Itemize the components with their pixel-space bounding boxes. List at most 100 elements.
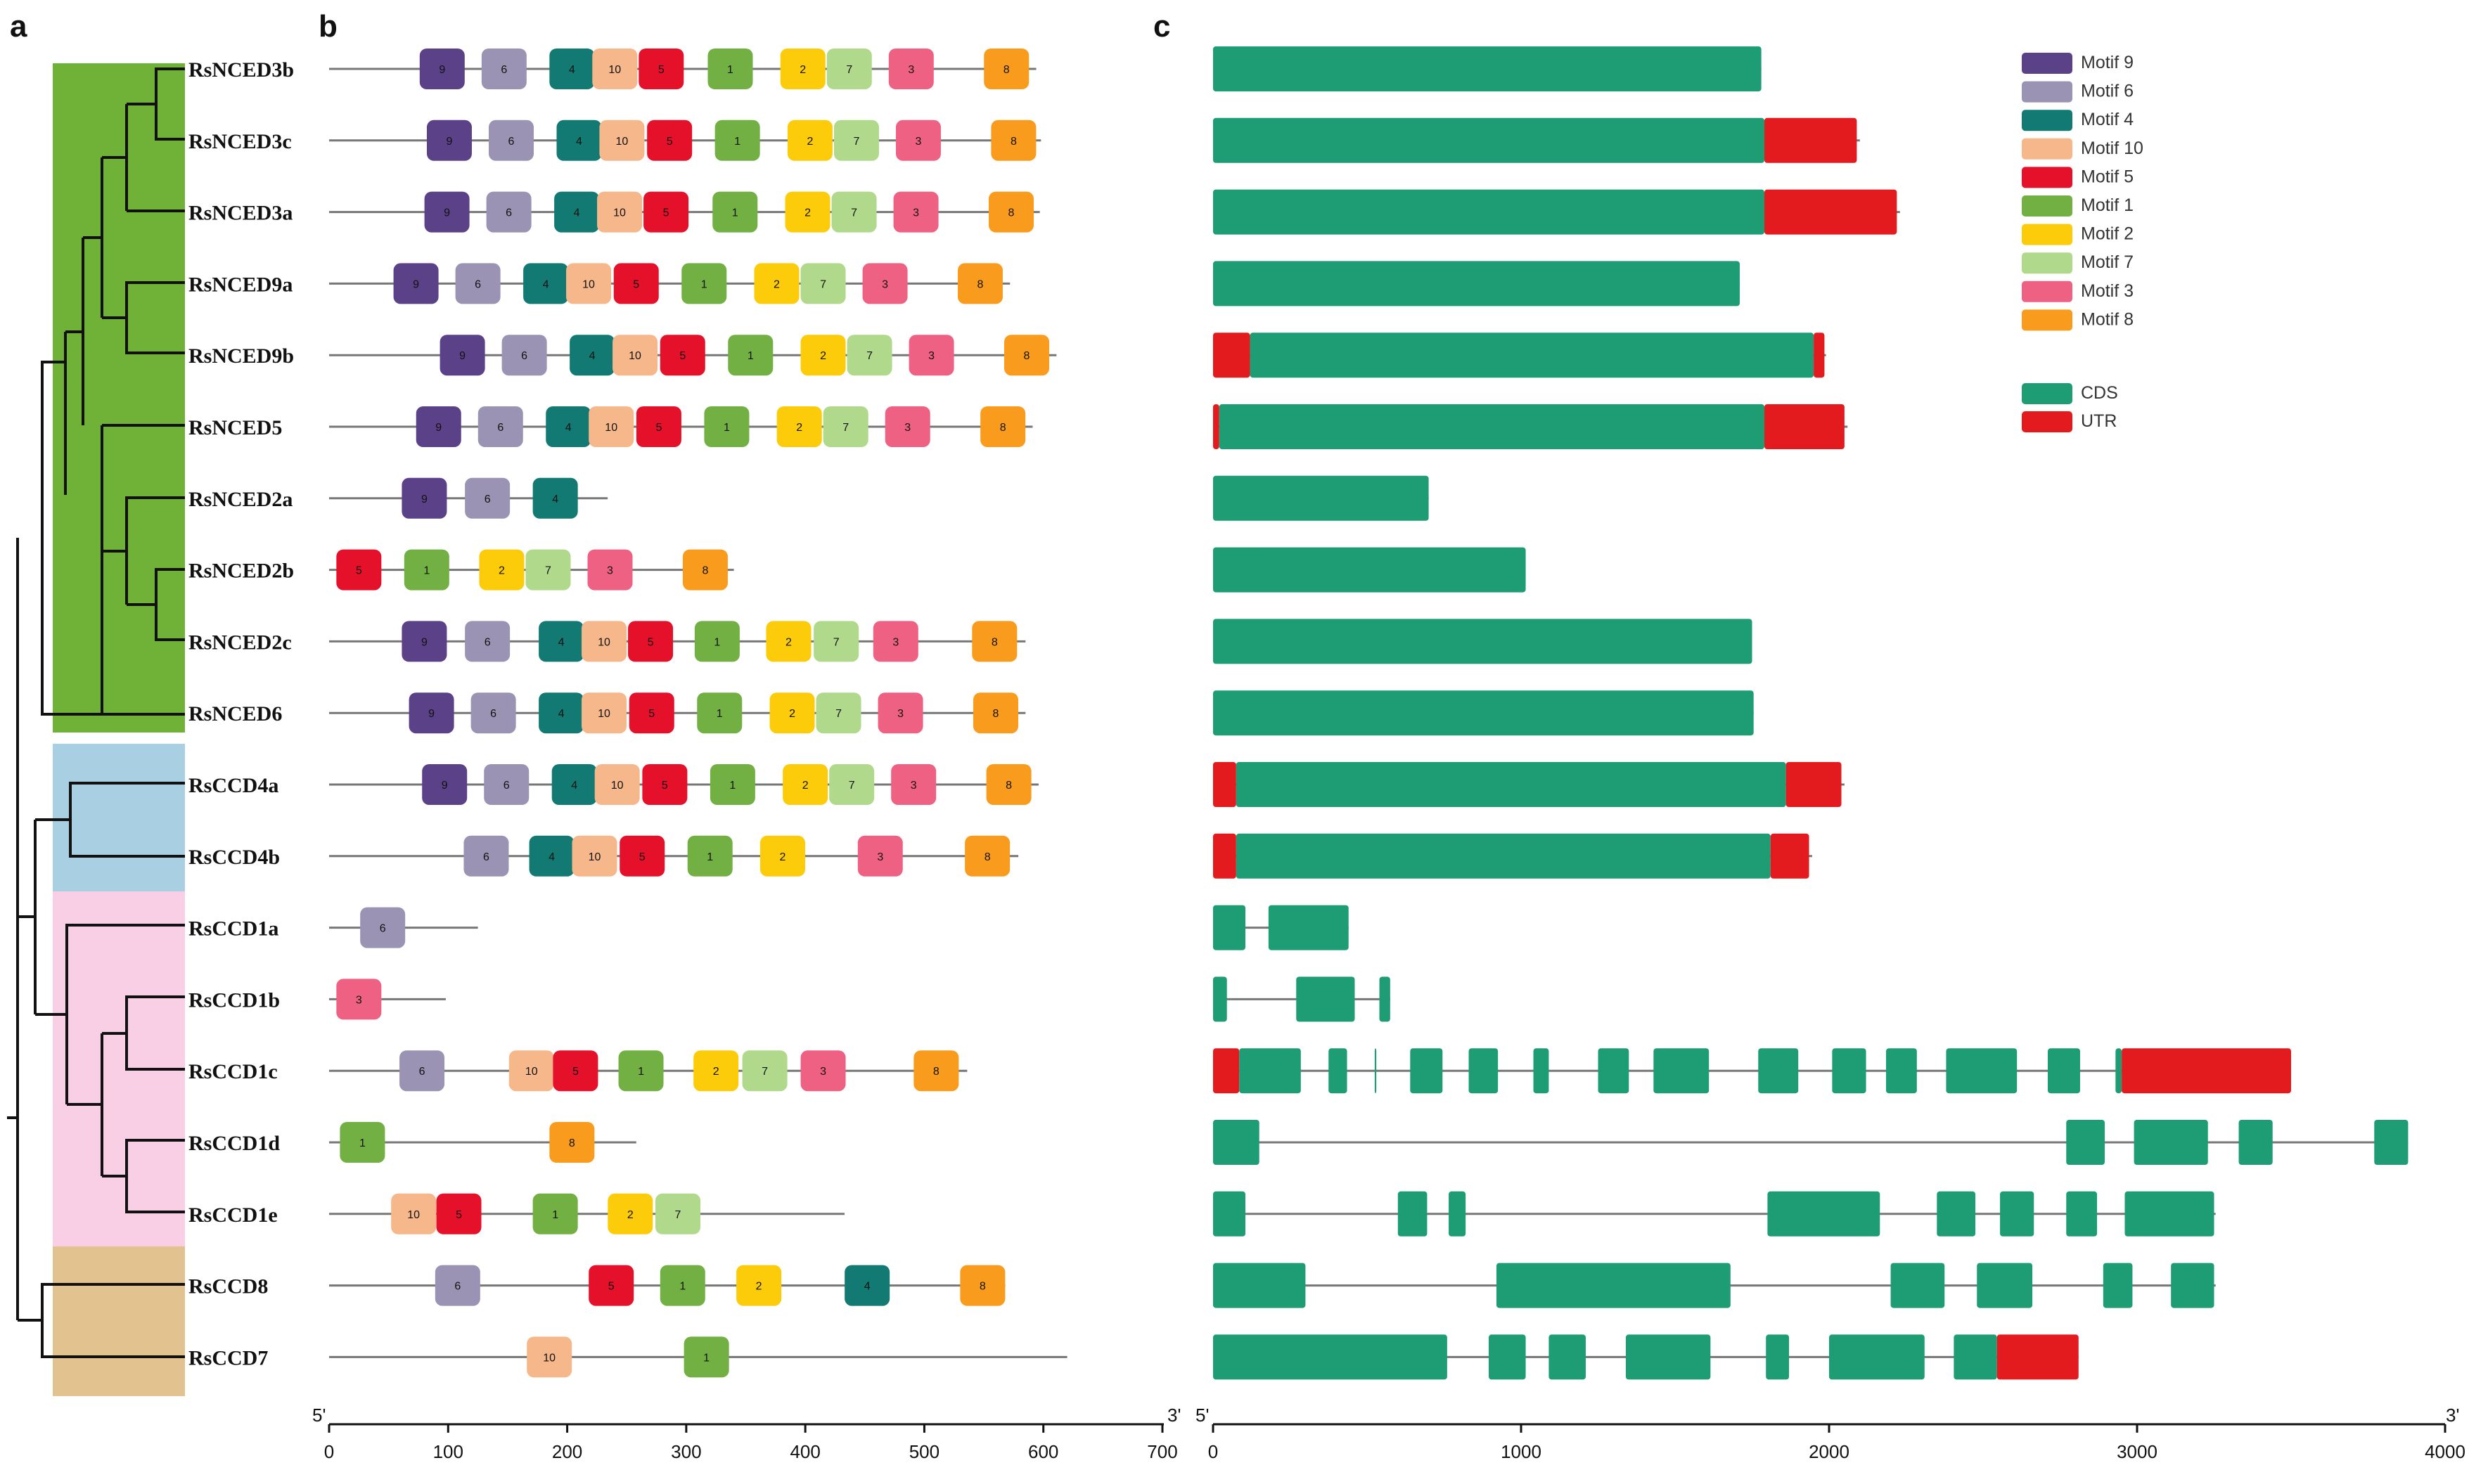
legend-swatch <box>2022 252 2072 274</box>
motif-4: 4 <box>556 120 602 161</box>
motif-number: 7 <box>545 565 551 577</box>
gene-label: RsNCED2c <box>188 631 292 654</box>
legend-label: Motif 8 <box>2081 309 2134 329</box>
motif-box <box>895 120 941 161</box>
cds-block <box>1410 1048 1443 1094</box>
motif-box <box>340 1122 385 1163</box>
motif-box <box>404 549 449 591</box>
motif-box <box>440 335 485 376</box>
axis-c-ticks: 0 1000 2000 3000 4000 <box>1208 1424 2465 1462</box>
cds-block <box>1213 475 1429 521</box>
motif-number: 2 <box>796 422 802 434</box>
legend-label: Motif 6 <box>2081 82 2134 101</box>
legend-label: Motif 9 <box>2081 53 2134 72</box>
cds-block <box>1625 1334 1711 1380</box>
motif-box <box>845 1265 890 1306</box>
gene-row: RsCCD4b 6 4 10 5 1 2 3 8 <box>188 833 1812 879</box>
motif-number: 4 <box>565 422 572 434</box>
motif-1: 1 <box>710 764 755 805</box>
motif-number: 1 <box>359 1137 366 1149</box>
motif-box <box>643 191 689 233</box>
motif-2: 2 <box>693 1050 739 1092</box>
legend: Motif 9 Motif 6 Motif 4 Motif 10 Motif 5 Moti… <box>2022 53 2143 432</box>
cds-block <box>2000 1191 2034 1237</box>
legend-label: UTR <box>2081 411 2117 431</box>
gene-structure-track <box>1213 333 1826 378</box>
cds-block <box>1977 1263 2033 1308</box>
gene-label: RsCCD1c <box>188 1060 278 1083</box>
legend-swatch <box>2022 138 2072 160</box>
gene-row: RsNCED3b 9 6 4 10 5 1 2 7 3 8 <box>188 46 1762 91</box>
motif-8: 8 <box>1004 335 1050 376</box>
motif-5: 5 <box>628 621 674 662</box>
motif-number: 8 <box>985 851 991 863</box>
gene-label: RsNCED5 <box>188 416 282 439</box>
motif-box <box>647 120 693 161</box>
cds-block <box>1213 261 1740 307</box>
gene-structure-track <box>1213 619 1752 664</box>
gene-label: RsCCD4b <box>188 846 280 869</box>
motif-6: 6 <box>489 120 534 161</box>
motif-box <box>787 120 833 161</box>
motif-2: 2 <box>785 191 831 233</box>
cds-block <box>1213 1263 1306 1308</box>
cds-block <box>1236 833 1771 879</box>
motif-7: 7 <box>742 1050 788 1092</box>
motif-number: 10 <box>582 278 595 290</box>
cds-block <box>1213 619 1752 664</box>
motif-number: 4 <box>576 136 582 148</box>
motif-box <box>873 621 918 662</box>
motif-number: 5 <box>658 64 665 76</box>
motif-box <box>587 549 633 591</box>
motif-number: 3 <box>916 136 922 148</box>
panel-b-label: b <box>319 9 338 44</box>
legend-label: Motif 3 <box>2081 281 2134 301</box>
axis-tick-label: 4000 <box>2425 1441 2465 1462</box>
motif-box <box>465 477 511 519</box>
motif-number: 2 <box>820 350 826 362</box>
motif-box <box>435 1265 480 1306</box>
motif-number: 10 <box>598 708 610 720</box>
motif-box <box>539 621 584 662</box>
motif-box <box>529 835 575 877</box>
protein-motif-track: 3 <box>329 979 446 1020</box>
motif-box <box>402 621 447 662</box>
motif-number: 5 <box>667 136 673 148</box>
protein-motif-track: 9 6 4 10 5 1 2 7 3 8 <box>329 49 1037 89</box>
motif-box <box>687 835 733 877</box>
motif-9: 9 <box>426 120 472 161</box>
legend-item-motif-9: Motif 9 <box>2022 53 2134 74</box>
cds-block <box>1468 1048 1499 1094</box>
gene-row: RsCCD7 10 1 <box>188 1334 2079 1380</box>
motif-number: 3 <box>908 64 914 76</box>
motif-7: 7 <box>847 335 892 376</box>
gene-row: RsCCD1e 10 5 1 2 7 <box>188 1191 2216 1237</box>
motif-4: 4 <box>523 263 569 304</box>
cds-block <box>1954 1334 1997 1380</box>
gene-label: RsNCED9a <box>188 273 293 296</box>
motif-number: 4 <box>574 207 580 219</box>
cds-block <box>1213 1191 1245 1237</box>
protein-motif-track: 5 1 2 7 3 8 <box>329 549 734 591</box>
motif-number: 2 <box>789 708 795 720</box>
cds-block <box>1758 1048 1799 1094</box>
legend-swatch <box>2022 167 2072 188</box>
motif-1: 1 <box>714 120 760 161</box>
motif-box <box>523 263 569 304</box>
motif-box <box>570 335 615 376</box>
motif-5: 5 <box>636 406 681 447</box>
motif-box <box>582 692 627 734</box>
motif-9: 9 <box>424 191 470 233</box>
motif-box <box>426 120 472 161</box>
motif-9: 9 <box>440 335 485 376</box>
motif-2: 2 <box>776 406 822 447</box>
motif-4: 4 <box>539 621 584 662</box>
motif-box <box>655 1193 701 1234</box>
cds-block <box>1296 976 1355 1022</box>
motif-6: 6 <box>465 621 511 662</box>
motif-4: 4 <box>554 191 600 233</box>
motif-number: 10 <box>611 780 624 792</box>
motif-number: 3 <box>897 708 904 720</box>
motif-box <box>660 1265 705 1306</box>
